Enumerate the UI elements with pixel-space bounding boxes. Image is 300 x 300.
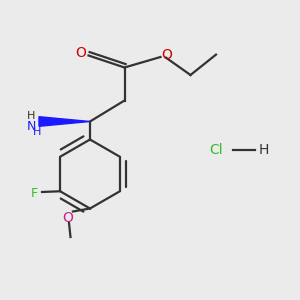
Text: H: H [259,143,269,157]
Text: F: F [31,187,38,200]
Text: O: O [162,49,172,62]
Text: H: H [27,111,36,121]
Text: O: O [62,211,73,224]
Polygon shape [39,117,90,126]
Text: H: H [32,127,41,137]
Text: O: O [76,46,86,60]
Text: N: N [27,120,36,134]
Text: Cl: Cl [209,143,223,157]
